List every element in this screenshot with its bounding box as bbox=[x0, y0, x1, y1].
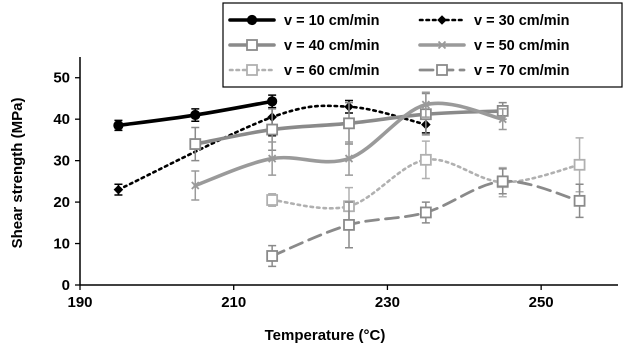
x-axis-label: Temperature (°C) bbox=[265, 327, 386, 344]
x-tick-label: 230 bbox=[375, 294, 400, 311]
legend-label: v = 60 cm/min bbox=[284, 63, 380, 79]
legend-label: v = 30 cm/min bbox=[474, 13, 570, 29]
legend-label: v = 10 cm/min bbox=[284, 13, 380, 29]
x-tick-label: 210 bbox=[221, 294, 246, 311]
ticks-layer: 0 10 20 30 40 50 190 210 230 250 bbox=[53, 70, 553, 311]
x-tick-label: 190 bbox=[67, 294, 92, 311]
data-point bbox=[189, 138, 202, 150]
legend-marker bbox=[436, 64, 448, 76]
y-tick-label: 40 bbox=[53, 111, 70, 128]
series-1 bbox=[113, 94, 278, 132]
data-point bbox=[419, 206, 432, 219]
data-point bbox=[498, 115, 507, 124]
y-tick-label: 10 bbox=[53, 236, 70, 253]
plot-layer bbox=[113, 91, 586, 268]
legend-label: v = 70 cm/min bbox=[474, 63, 570, 79]
legend-label: v = 50 cm/min bbox=[474, 38, 570, 54]
data-point bbox=[344, 154, 354, 163]
legend-label: v = 40 cm/min bbox=[284, 38, 380, 54]
series-6 bbox=[266, 168, 586, 268]
y-tick-label: 20 bbox=[53, 194, 70, 211]
series-4 bbox=[191, 91, 507, 201]
legend-entry-6: v = 70 cm/min bbox=[418, 63, 570, 79]
data-point bbox=[113, 120, 124, 131]
x-tick-label: 250 bbox=[529, 294, 554, 311]
axes-layer bbox=[79, 57, 618, 286]
legend-entry-5: v = 60 cm/min bbox=[228, 63, 380, 79]
legend-marker bbox=[437, 15, 447, 25]
data-point bbox=[190, 109, 201, 121]
y-axis-label: Shear strength (MPa) bbox=[9, 98, 26, 249]
data-point bbox=[343, 218, 355, 231]
data-point bbox=[268, 154, 277, 163]
data-point bbox=[419, 153, 432, 166]
legend-marker bbox=[246, 64, 258, 76]
data-point bbox=[496, 175, 509, 188]
data-point bbox=[266, 194, 279, 206]
legend-entry-3: v = 40 cm/min bbox=[228, 38, 380, 54]
data-point bbox=[266, 123, 279, 136]
legend-entry-4: v = 50 cm/min bbox=[418, 38, 570, 54]
data-point bbox=[343, 117, 355, 130]
data-point bbox=[266, 250, 279, 262]
data-point bbox=[113, 184, 124, 195]
data-point bbox=[421, 100, 430, 109]
y-tick-label: 50 bbox=[53, 70, 70, 87]
legend-marker bbox=[246, 14, 258, 26]
data-point bbox=[573, 158, 586, 171]
legend-marker bbox=[437, 40, 447, 50]
data-point bbox=[191, 181, 200, 190]
y-tick-label: 30 bbox=[53, 153, 70, 170]
legend-marker bbox=[246, 39, 258, 51]
data-point bbox=[573, 194, 586, 207]
legend-entry-2: v = 30 cm/min bbox=[418, 13, 570, 29]
legend: v = 10 cm/min v = 30 cm/min v = 40 cm/min v… bbox=[222, 2, 623, 88]
legend-entry-1: v = 10 cm/min bbox=[228, 13, 380, 29]
y-tick-label: 0 bbox=[62, 277, 70, 294]
